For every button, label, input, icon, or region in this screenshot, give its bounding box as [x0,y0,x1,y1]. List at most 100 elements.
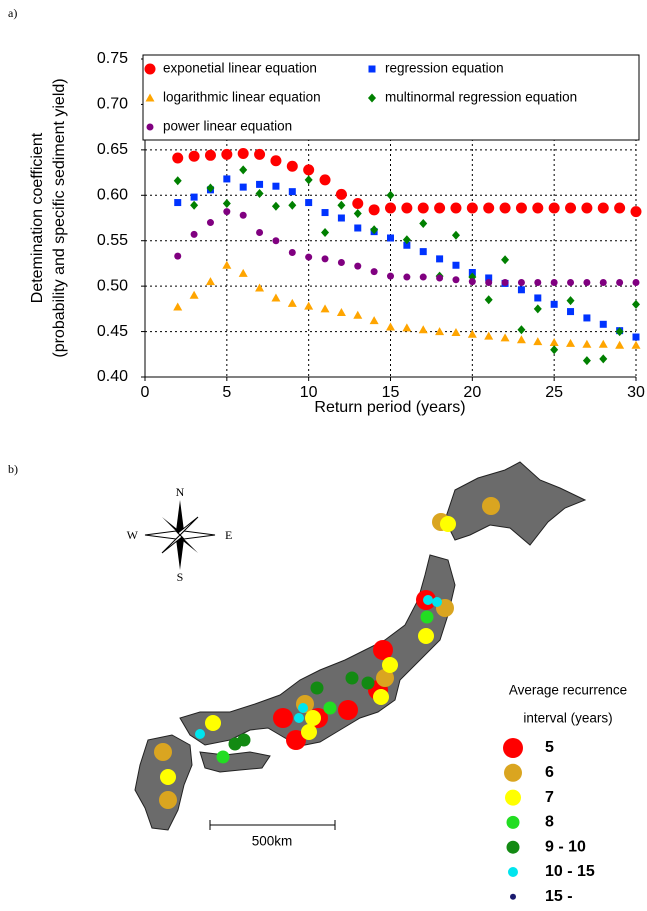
marker [632,341,641,349]
marker [190,291,199,299]
legend-label: power linear equation [163,119,292,134]
site-dot [301,724,317,740]
marker [403,274,410,281]
site-dot [160,769,176,785]
y-tick-label: 0.65 [97,141,128,158]
marker [305,199,312,206]
marker [147,124,154,131]
marker [616,279,623,286]
legend-title: interval (years) [523,711,612,726]
marker [288,299,297,307]
marker [191,194,198,201]
marker [598,203,609,214]
legend-label: 8 [545,814,554,831]
legend-marker [504,764,522,782]
marker [336,189,347,200]
site-dot [159,791,177,809]
marker [632,300,640,309]
x-tick-label: 15 [382,384,400,401]
x-tick-label: 30 [627,384,645,401]
marker [207,219,214,226]
legend-title: Average recurrence [509,683,627,698]
y-tick-label: 0.50 [97,277,128,294]
marker [450,203,461,214]
y-tick-label: 0.45 [97,323,128,340]
x-tick-label: 5 [222,384,231,401]
x-tick-label: 20 [463,384,481,401]
marker [550,338,559,346]
compass-label: S [177,570,184,584]
compass-label: W [127,528,139,542]
marker [615,341,624,349]
marker [452,231,460,240]
site-dot [324,702,337,715]
marker [304,302,313,310]
marker [352,198,363,209]
compass [145,500,215,570]
figure: a) b) Return period (years) Detemination… [0,0,647,911]
marker [223,175,230,182]
marker [533,337,542,345]
marker [631,206,642,217]
marker [191,231,198,238]
marker [567,279,574,286]
marker [633,279,640,286]
legend-label: logarithmic linear equation [163,90,321,105]
marker [583,356,591,365]
marker [256,189,264,198]
marker [386,323,395,331]
marker [485,295,493,304]
marker [354,263,361,270]
marker [467,203,478,214]
marker [600,279,607,286]
marker [436,274,443,281]
marker [289,249,296,256]
marker [174,199,181,206]
site-dot [238,734,251,747]
marker [320,174,331,185]
marker [238,148,249,159]
legend-label: 5 [545,739,554,756]
marker [206,277,215,285]
site-dot [217,751,230,764]
marker [337,308,346,316]
legend-label: 7 [545,789,554,806]
marker [600,321,607,328]
marker [485,279,492,286]
y-tick-label: 0.60 [97,187,128,204]
marker [468,330,477,338]
marker [583,279,590,286]
marker [517,325,525,334]
panel-label: a) [8,6,17,20]
marker [370,316,379,324]
marker [272,237,279,244]
site-dot [362,677,375,690]
marker [387,191,395,200]
marker [289,188,296,195]
marker [566,339,575,347]
marker [434,203,445,214]
marker [581,203,592,214]
marker [567,296,575,305]
legend-marker [507,816,520,829]
marker [565,203,576,214]
marker [387,273,394,280]
site-dot [440,516,456,532]
marker [305,254,312,261]
marker [549,203,560,214]
marker [255,283,264,291]
marker [353,311,362,319]
marker [599,340,608,348]
marker [599,354,607,363]
marker [174,253,181,260]
y-tick-label: 0.70 [97,96,128,113]
marker [419,219,427,228]
marker [451,328,460,336]
legend-label: 10 - 15 [545,863,595,880]
scale-label: 500km [252,834,293,849]
marker [322,209,329,216]
marker [338,215,345,222]
site-dot [205,715,221,731]
legend-marker [508,867,518,877]
marker [387,234,394,241]
